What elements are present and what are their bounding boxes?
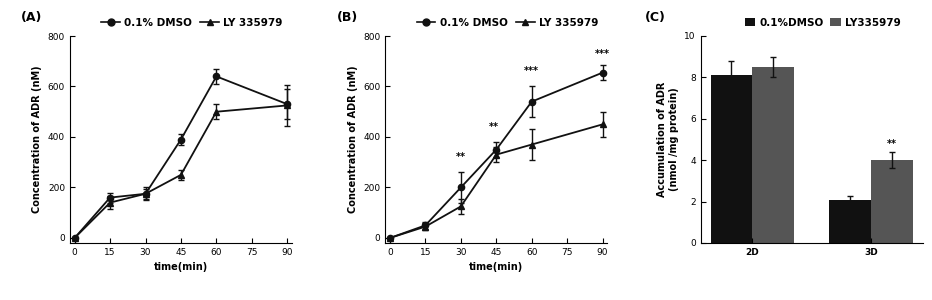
Legend: 0.1% DMSO, LY 335979: 0.1% DMSO, LY 335979 bbox=[416, 16, 599, 29]
Text: **: ** bbox=[456, 152, 466, 162]
Legend: 0.1%DMSO, LY335979: 0.1%DMSO, LY335979 bbox=[744, 16, 901, 29]
X-axis label: time(min): time(min) bbox=[469, 262, 524, 272]
Text: (A): (A) bbox=[21, 11, 43, 24]
Y-axis label: Accumulation of ADR
(nmol /mg protein): Accumulation of ADR (nmol /mg protein) bbox=[657, 82, 678, 197]
Bar bbox=[871, 160, 912, 243]
Bar bbox=[752, 67, 794, 243]
Y-axis label: Concentration of ADR (nM): Concentration of ADR (nM) bbox=[33, 66, 42, 213]
Text: (C): (C) bbox=[645, 11, 666, 24]
X-axis label: time(min): time(min) bbox=[154, 262, 208, 272]
Text: ***: *** bbox=[596, 49, 610, 59]
Text: **: ** bbox=[489, 122, 499, 132]
Y-axis label: Concentration of ADR (nM): Concentration of ADR (nM) bbox=[348, 66, 358, 213]
Bar bbox=[829, 200, 871, 243]
Text: ***: *** bbox=[524, 66, 540, 76]
Text: (B): (B) bbox=[336, 11, 358, 24]
Bar bbox=[711, 75, 752, 243]
Text: **: ** bbox=[887, 140, 897, 149]
Legend: 0.1% DMSO, LY 335979: 0.1% DMSO, LY 335979 bbox=[101, 16, 283, 29]
